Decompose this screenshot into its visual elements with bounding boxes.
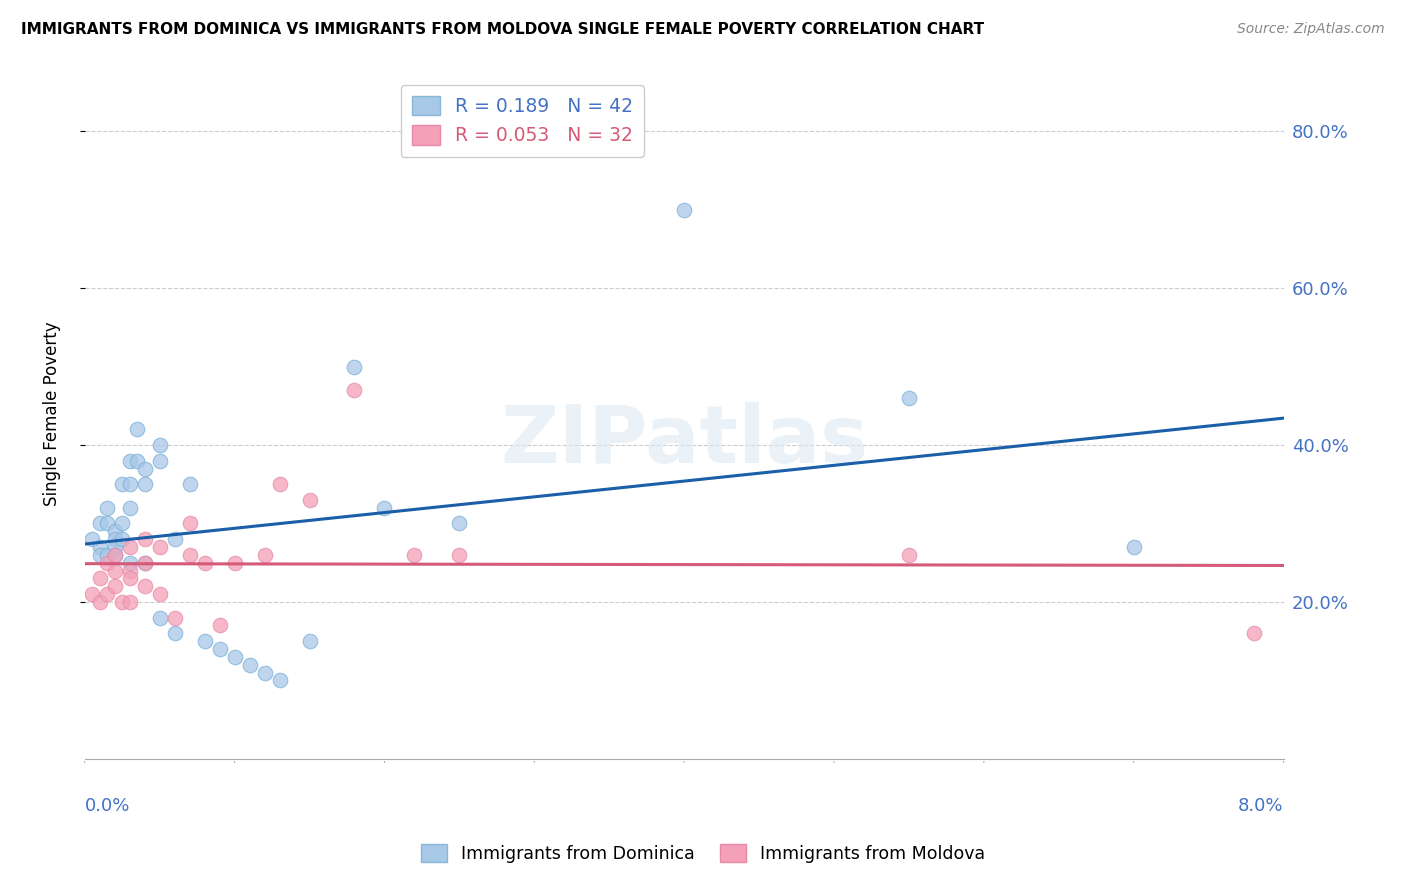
Point bbox=[134, 477, 156, 491]
Point bbox=[134, 461, 156, 475]
Point bbox=[897, 391, 920, 405]
Point bbox=[104, 579, 127, 593]
Point bbox=[179, 477, 201, 491]
Point bbox=[96, 516, 118, 531]
Point bbox=[224, 556, 246, 570]
Point bbox=[239, 657, 262, 672]
Point bbox=[343, 359, 366, 374]
Point bbox=[449, 548, 471, 562]
Text: IMMIGRANTS FROM DOMINICA VS IMMIGRANTS FROM MOLDOVA SINGLE FEMALE POVERTY CORREL: IMMIGRANTS FROM DOMINICA VS IMMIGRANTS F… bbox=[21, 22, 984, 37]
Point bbox=[104, 532, 127, 546]
Point bbox=[104, 564, 127, 578]
Point bbox=[89, 548, 111, 562]
Point bbox=[163, 532, 186, 546]
Point bbox=[194, 634, 217, 648]
Point bbox=[111, 595, 134, 609]
Point bbox=[89, 540, 111, 554]
Point bbox=[163, 610, 186, 624]
Point bbox=[179, 516, 201, 531]
Point bbox=[373, 500, 395, 515]
Point bbox=[149, 438, 172, 452]
Point bbox=[163, 626, 186, 640]
Point bbox=[343, 383, 366, 397]
Point bbox=[96, 587, 118, 601]
Point bbox=[253, 548, 276, 562]
Point bbox=[194, 556, 217, 570]
Point bbox=[82, 587, 104, 601]
Point bbox=[1243, 626, 1265, 640]
Point bbox=[134, 556, 156, 570]
Point bbox=[89, 516, 111, 531]
Point bbox=[118, 500, 141, 515]
Point bbox=[118, 540, 141, 554]
Point bbox=[104, 548, 127, 562]
Point bbox=[149, 540, 172, 554]
Point bbox=[96, 556, 118, 570]
Point bbox=[118, 564, 141, 578]
Text: Source: ZipAtlas.com: Source: ZipAtlas.com bbox=[1237, 22, 1385, 37]
Point bbox=[118, 453, 141, 467]
Point bbox=[298, 492, 321, 507]
Point bbox=[89, 571, 111, 585]
Point bbox=[104, 548, 127, 562]
Point bbox=[208, 642, 231, 657]
Point bbox=[1122, 540, 1144, 554]
Point bbox=[224, 649, 246, 664]
Point bbox=[149, 453, 172, 467]
Point bbox=[449, 516, 471, 531]
Point bbox=[104, 540, 127, 554]
Point bbox=[134, 579, 156, 593]
Point bbox=[111, 532, 134, 546]
Point bbox=[96, 500, 118, 515]
Text: 0.0%: 0.0% bbox=[84, 797, 131, 814]
Point bbox=[269, 673, 291, 688]
Point bbox=[127, 422, 149, 436]
Point bbox=[118, 477, 141, 491]
Legend: Immigrants from Dominica, Immigrants from Moldova: Immigrants from Dominica, Immigrants fro… bbox=[413, 838, 993, 870]
Point bbox=[673, 202, 696, 217]
Point bbox=[111, 516, 134, 531]
Y-axis label: Single Female Poverty: Single Female Poverty bbox=[44, 321, 60, 506]
Point bbox=[298, 634, 321, 648]
Legend: R = 0.189   N = 42, R = 0.053   N = 32: R = 0.189 N = 42, R = 0.053 N = 32 bbox=[401, 85, 644, 157]
Point bbox=[118, 571, 141, 585]
Point bbox=[404, 548, 426, 562]
Point bbox=[253, 665, 276, 680]
Point bbox=[134, 556, 156, 570]
Point bbox=[89, 595, 111, 609]
Point bbox=[149, 610, 172, 624]
Text: ZIPatlas: ZIPatlas bbox=[501, 402, 869, 480]
Point bbox=[127, 453, 149, 467]
Point bbox=[269, 477, 291, 491]
Text: 8.0%: 8.0% bbox=[1239, 797, 1284, 814]
Point bbox=[104, 524, 127, 539]
Point bbox=[118, 556, 141, 570]
Point bbox=[134, 532, 156, 546]
Point bbox=[149, 587, 172, 601]
Point bbox=[208, 618, 231, 632]
Point bbox=[82, 532, 104, 546]
Point bbox=[897, 548, 920, 562]
Point bbox=[118, 595, 141, 609]
Point bbox=[179, 548, 201, 562]
Point bbox=[111, 477, 134, 491]
Point bbox=[96, 548, 118, 562]
